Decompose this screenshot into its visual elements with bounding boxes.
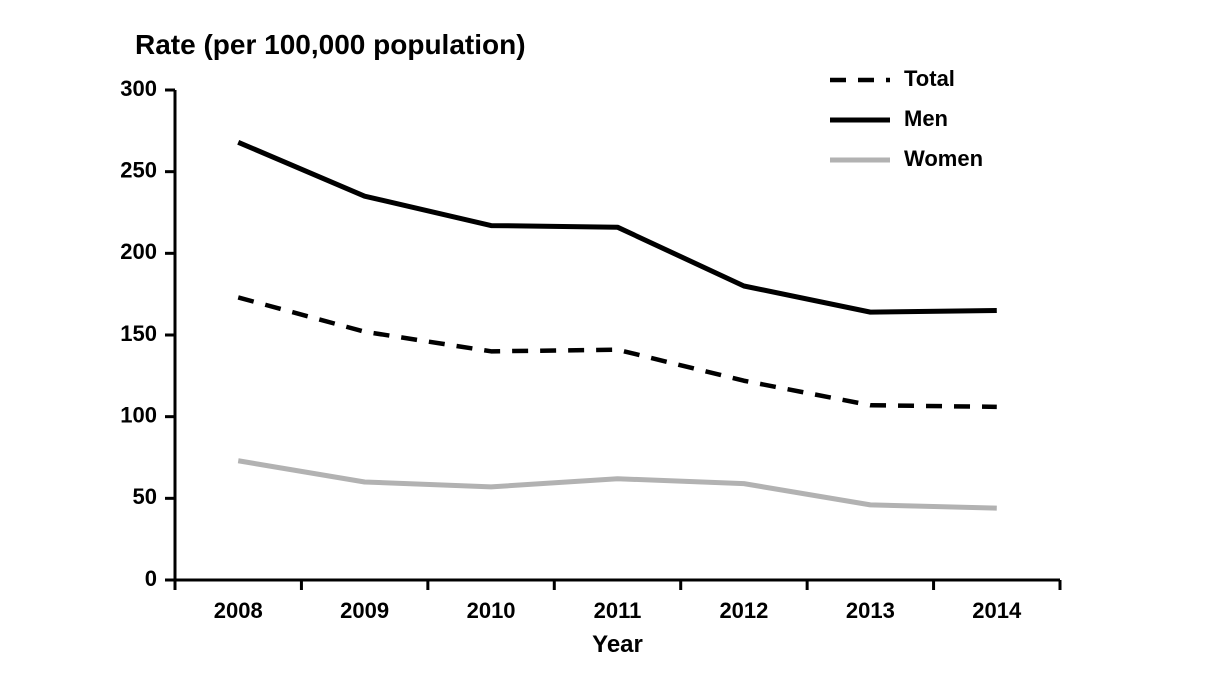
chart-title: Rate (per 100,000 population) xyxy=(135,29,526,60)
x-tick-label: 2010 xyxy=(467,598,516,623)
x-tick-label: 2008 xyxy=(214,598,263,623)
y-tick-label: 300 xyxy=(120,76,157,101)
y-tick-label: 200 xyxy=(120,239,157,264)
y-tick-label: 0 xyxy=(145,566,157,591)
x-tick-label: 2009 xyxy=(340,598,389,623)
x-tick-label: 2011 xyxy=(594,598,642,623)
chart-background xyxy=(0,0,1205,689)
legend-label-men: Men xyxy=(904,106,948,131)
y-tick-label: 100 xyxy=(120,402,157,427)
line-chart: Rate (per 100,000 population) 0 50 100 150 20… xyxy=(0,0,1205,689)
x-tick-label: 2013 xyxy=(846,598,895,623)
chart-container: Rate (per 100,000 population) 0 50 100 150 20… xyxy=(0,0,1205,689)
legend-label-total: Total xyxy=(904,66,955,91)
y-tick-label: 150 xyxy=(120,321,157,346)
legend-label-women: Women xyxy=(904,146,983,171)
y-tick-label: 250 xyxy=(120,157,157,182)
y-tick-label: 50 xyxy=(133,484,157,509)
x-tick-label: 2014 xyxy=(972,598,1022,623)
x-tick-label: 2012 xyxy=(719,598,768,623)
x-axis-title: Year xyxy=(592,631,643,658)
